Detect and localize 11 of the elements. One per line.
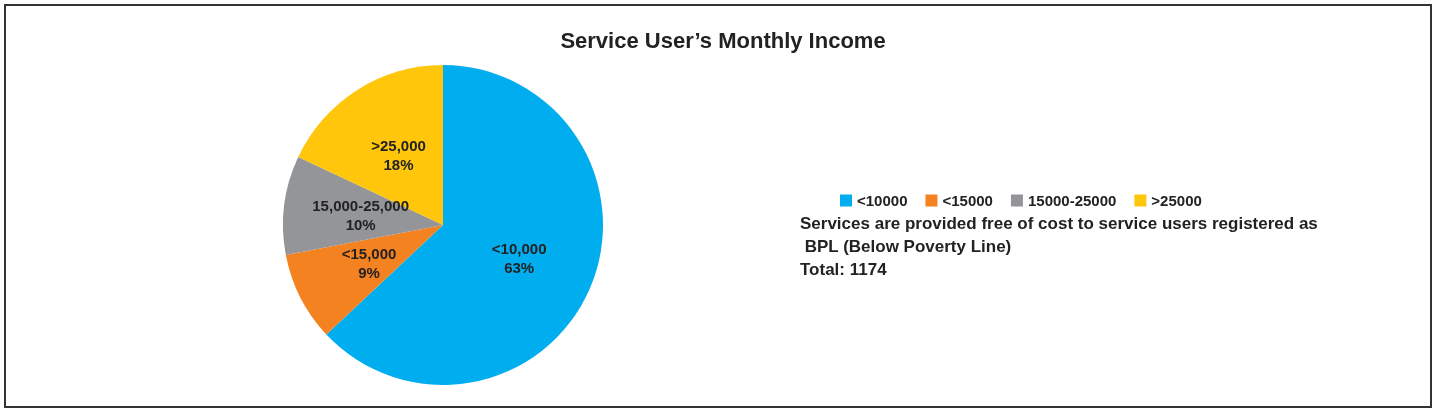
legend-label: >25000	[1151, 192, 1202, 209]
data-label: >25,000 18%	[371, 136, 426, 173]
legend-label: 15000-25000	[1027, 192, 1117, 209]
data-label: 15,000-25,000 10%	[312, 196, 410, 233]
text: Services are provided free of cost to service users registered as BPL (Below Poverty Line)	[800, 214, 1318, 256]
data-label: <10,000 63%	[491, 239, 547, 276]
chart-title: Service User’s Monthly Income	[560, 27, 886, 53]
legend-label: <15000	[942, 192, 993, 209]
legend-label: <10000	[857, 192, 908, 209]
data-label: <15,000 9%	[341, 244, 397, 281]
text: Total: 1174	[800, 260, 888, 279]
